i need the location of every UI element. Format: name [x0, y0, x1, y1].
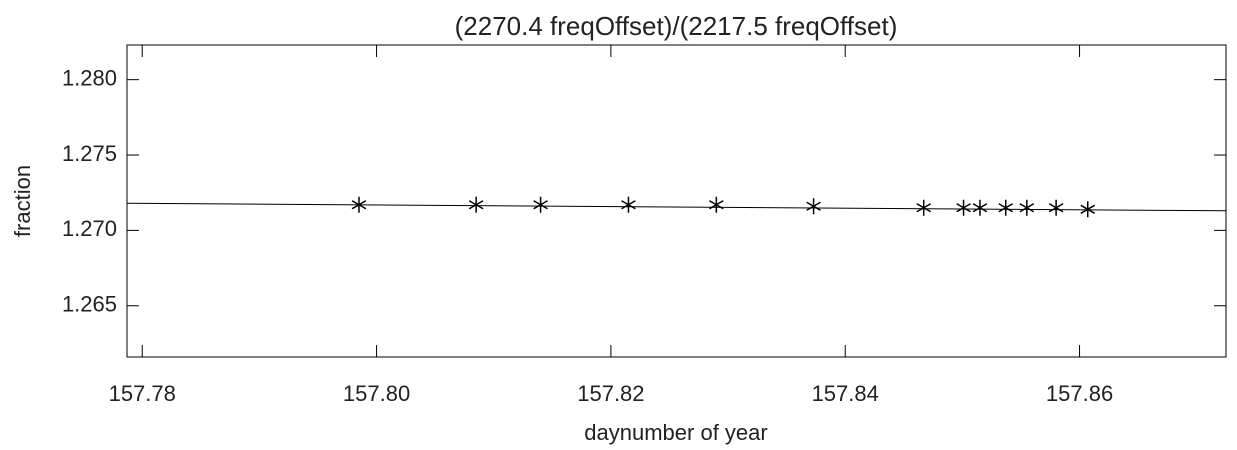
data-line — [126, 202, 1227, 212]
data-point — [956, 199, 971, 216]
data-point — [621, 196, 636, 213]
plot-frame — [126, 44, 1227, 358]
data-point — [1048, 199, 1064, 216]
y-tick-label: 1.270 — [62, 216, 117, 241]
x-tick-label: 157.78 — [109, 381, 176, 406]
data-point — [972, 199, 988, 216]
data-point — [533, 196, 548, 213]
data-point — [998, 199, 1014, 216]
data-point — [806, 198, 821, 215]
x-tick-label: 157.84 — [812, 381, 879, 406]
y-tick-label: 1.265 — [62, 292, 117, 317]
y-axis-label: fraction — [10, 165, 35, 237]
data-point — [916, 199, 932, 216]
y-tick-label: 1.275 — [62, 141, 117, 166]
data-point — [468, 196, 484, 213]
data-point — [1080, 201, 1096, 218]
y-tick-label: 1.280 — [62, 65, 117, 90]
x-tick-label: 157.82 — [577, 381, 644, 406]
data-point — [1019, 199, 1035, 216]
chart-title: (2270.4 freqOffset)/(2217.5 freqOffset) — [455, 11, 898, 41]
x-tick-label: 157.86 — [1046, 381, 1113, 406]
x-tick-label: 157.80 — [343, 381, 410, 406]
x-axis-label: daynumber of year — [584, 420, 767, 445]
data-point — [709, 196, 724, 213]
